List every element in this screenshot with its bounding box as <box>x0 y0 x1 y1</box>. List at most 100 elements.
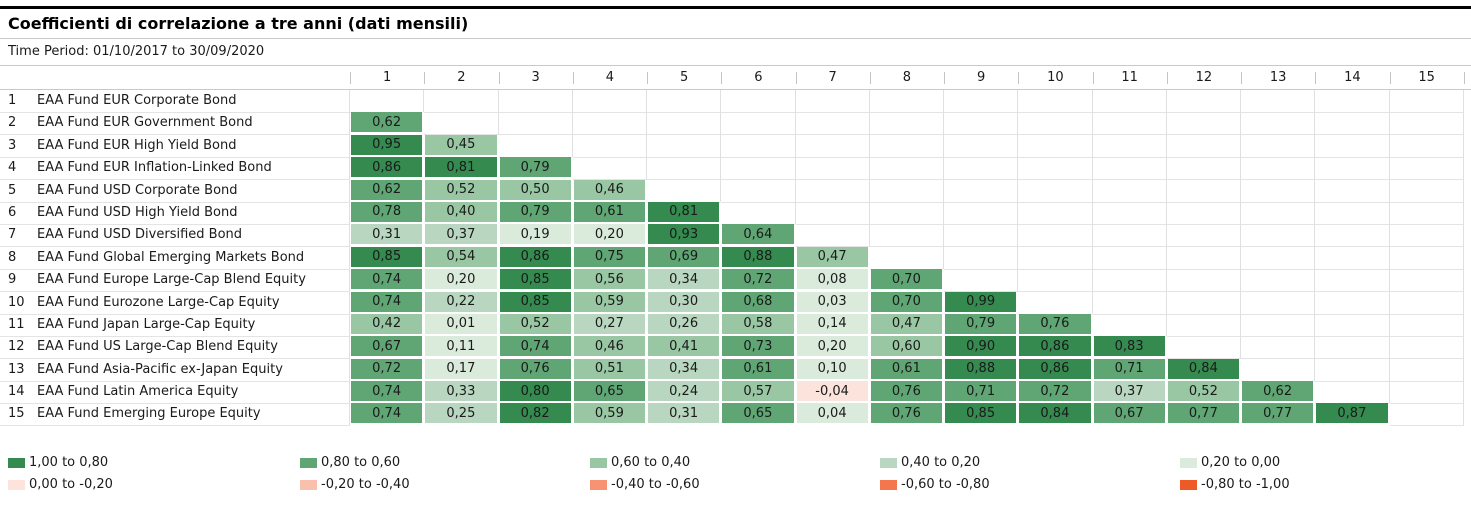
correlation-value: 0,08 <box>796 269 868 290</box>
correlation-value: 0,46 <box>573 179 645 200</box>
correlation-value: 0,50 <box>499 179 571 200</box>
correlation-value: 0,54 <box>425 246 497 267</box>
correlation-value: 0,61 <box>722 358 794 379</box>
matrix-row: 11 EAA Fund Japan Large-Cap Equity 0,42 0,0… <box>0 313 1471 337</box>
correlation-value: -0,04 <box>796 381 868 402</box>
matrix-empty-cell <box>1315 112 1390 136</box>
column-header: 9 <box>944 66 1018 89</box>
matrix-empty-cell <box>1018 201 1093 225</box>
matrix-row: 4 EAA Fund EUR Inflation-Linked Bond 0,86 0… <box>0 157 1471 181</box>
matrix-empty-cell <box>1389 313 1464 337</box>
matrix-empty-cell <box>1092 157 1167 181</box>
matrix-cell: 0,84 <box>1166 358 1241 382</box>
matrix-empty-cell <box>1315 269 1390 293</box>
matrix-cell: 0,71 <box>1092 358 1167 382</box>
matrix-empty-cell <box>1315 157 1390 181</box>
row-number: 12 <box>0 336 30 360</box>
matrix-empty-cell <box>647 90 722 113</box>
matrix-cell: 0,17 <box>424 358 499 382</box>
matrix-cell: 0,52 <box>498 313 573 337</box>
correlation-value: 0,80 <box>499 381 571 402</box>
matrix-cell: 0,40 <box>424 201 499 225</box>
matrix-cell: 0,65 <box>572 381 647 405</box>
correlation-value: 0,95 <box>351 134 423 155</box>
matrix-empty-cell <box>1166 90 1241 113</box>
matrix-row: 1 EAA Fund EUR Corporate Bond <box>0 90 1471 113</box>
matrix-cell: 0,20 <box>572 224 647 248</box>
matrix-empty-cell <box>1389 112 1464 136</box>
matrix-cell: 0,88 <box>944 358 1019 382</box>
matrix-empty-cell <box>1166 313 1241 337</box>
legend-item: 0,60 to 0,40 <box>590 455 880 470</box>
correlation-value: 0,74 <box>499 336 571 357</box>
correlation-value: 0,56 <box>573 269 645 290</box>
matrix-empty-cell <box>350 90 425 113</box>
matrix-empty-cell <box>647 134 722 158</box>
matrix-empty-cell <box>647 179 722 203</box>
correlation-value: 0,59 <box>573 291 645 312</box>
column-header: 7 <box>795 66 870 89</box>
matrix-empty-cell <box>1092 224 1167 248</box>
matrix-empty-cell <box>1092 313 1167 337</box>
matrix-empty-cell <box>572 157 647 181</box>
correlation-value: 0,52 <box>1167 381 1239 402</box>
matrix-cell: 0,86 <box>498 246 573 270</box>
matrix-empty-cell <box>721 90 796 113</box>
matrix-empty-cell <box>1241 246 1316 270</box>
matrix-cell: 0,52 <box>1166 381 1241 405</box>
header-spacer <box>30 66 350 89</box>
correlation-value: 0,76 <box>1019 313 1091 334</box>
legend-item: -0,40 to -0,60 <box>590 477 880 492</box>
correlation-value: 0,61 <box>870 358 942 379</box>
page-title: Coefficienti di correlazione a tre anni … <box>8 14 469 33</box>
correlation-value: 0,40 <box>425 201 497 222</box>
matrix-cell: 0,79 <box>944 313 1019 337</box>
correlation-value: 0,17 <box>425 358 497 379</box>
legend-item: -0,80 to -1,00 <box>1180 477 1471 492</box>
correlation-value: 0,52 <box>425 179 497 200</box>
matrix-empty-cell <box>424 112 499 136</box>
matrix-empty-cell <box>721 201 796 225</box>
correlation-value: 0,14 <box>796 313 868 334</box>
matrix-cell: 0,33 <box>424 381 499 405</box>
matrix-cell: 0,62 <box>1241 381 1316 405</box>
matrix-empty-cell <box>1241 224 1316 248</box>
matrix-cell: 0,61 <box>869 358 944 382</box>
matrix-empty-cell <box>795 134 870 158</box>
matrix-cell: 0,31 <box>647 403 722 427</box>
matrix-empty-cell <box>1241 201 1316 225</box>
matrix-empty-cell <box>1092 179 1167 203</box>
matrix-empty-cell <box>1166 336 1241 360</box>
matrix-cell: 0,80 <box>498 381 573 405</box>
matrix-row: 13 EAA Fund Asia-Pacific ex-Japan Equity 0… <box>0 358 1471 382</box>
matrix-cell: 0,60 <box>869 336 944 360</box>
correlation-value: 0,31 <box>648 403 720 424</box>
matrix-cell: 0,57 <box>721 381 796 405</box>
matrix-cell: 0,81 <box>424 157 499 181</box>
correlation-value: 0,42 <box>351 313 423 334</box>
legend-label: -0,80 to -1,00 <box>1201 477 1290 493</box>
matrix-cell: 0,86 <box>350 157 425 181</box>
correlation-value: 0,34 <box>648 269 720 290</box>
matrix-cell: 0,56 <box>572 269 647 293</box>
legend-swatch <box>8 479 25 490</box>
top-divider <box>0 6 1471 9</box>
correlation-value: 0,77 <box>1242 403 1314 424</box>
row-number: 10 <box>0 292 30 315</box>
matrix-cell: 0,77 <box>1241 403 1316 427</box>
matrix-cell: 0,46 <box>572 336 647 360</box>
matrix-row: 5 EAA Fund USD Corporate Bond 0,62 0,52 0,50… <box>0 179 1471 203</box>
legend-swatch <box>590 479 607 490</box>
correlation-value: 0,81 <box>425 157 497 178</box>
matrix-cell: 0,46 <box>572 179 647 203</box>
column-header: 5 <box>647 66 721 89</box>
correlation-value: 0,57 <box>722 381 794 402</box>
matrix-cell: 0,79 <box>498 157 573 181</box>
matrix-cell: 0,51 <box>572 358 647 382</box>
matrix-empty-cell <box>1092 201 1167 225</box>
matrix-empty-cell <box>1092 134 1167 158</box>
correlation-value: 0,65 <box>573 381 645 402</box>
matrix-header-row: 1 2 3 4 5 6 7 8 9 10 11 12 13 14 15 <box>0 66 1471 90</box>
row-number: 5 <box>0 180 30 203</box>
matrix-empty-cell <box>1389 291 1464 315</box>
